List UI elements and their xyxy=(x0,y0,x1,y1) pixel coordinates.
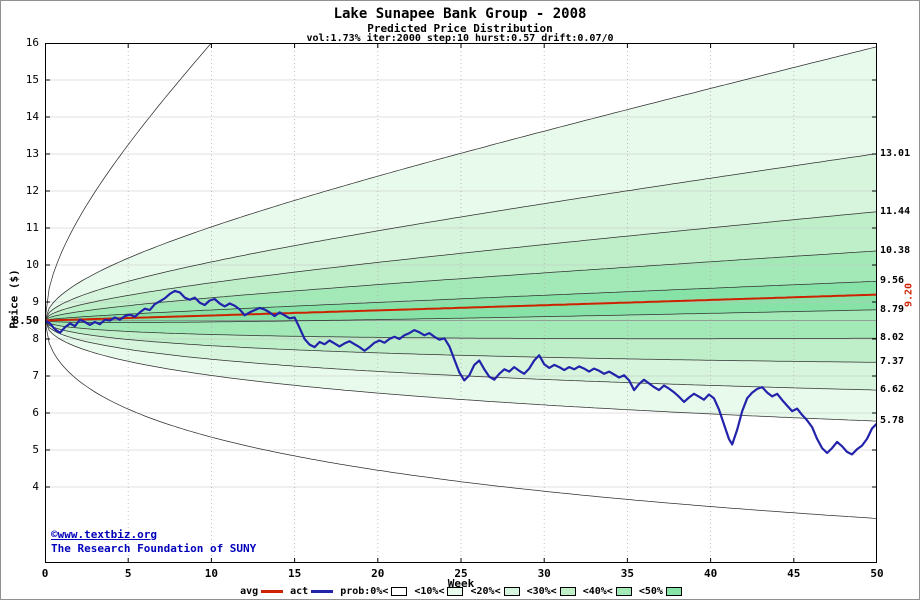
y-tick-label: 4 xyxy=(32,480,39,493)
y-tick-label: 15 xyxy=(25,73,39,86)
y-tick-label: 11 xyxy=(25,221,39,234)
legend-line-swatch xyxy=(261,590,284,593)
band-end-label: 5.78 xyxy=(880,415,905,427)
legend-color-swatch xyxy=(665,587,682,596)
simulation-params: vol:1.73% iter:2000 step:10 hurst:0.57 d… xyxy=(306,33,614,44)
x-tick-label: 10 xyxy=(204,567,219,580)
band-boundary-curve xyxy=(45,320,877,340)
y-tick-label: 13 xyxy=(25,147,39,160)
x-tick-label: 25 xyxy=(454,567,468,580)
credit-block: ©www.textbiz.org The Research Foundation… xyxy=(51,528,256,556)
y-tick-label: 8.50 xyxy=(12,313,40,327)
legend-label: avg xyxy=(240,586,259,597)
x-axis-title: Week xyxy=(447,577,475,590)
x-tick-label: 5 xyxy=(124,567,132,580)
band-boundary-curve xyxy=(45,320,877,363)
band-boundary-curve xyxy=(45,153,877,321)
x-tick-label: 15 xyxy=(287,567,302,580)
band-boundary-curve xyxy=(45,309,877,323)
y-tick-label: 9 xyxy=(32,295,39,308)
y-tick-label: 5 xyxy=(32,443,39,456)
band-end-label: 10.38 xyxy=(880,244,911,256)
band-end-label: 9.56 xyxy=(880,275,905,287)
y-tick-label: 6 xyxy=(32,406,39,419)
band-end-label: 7.37 xyxy=(880,356,905,368)
legend-color-swatch xyxy=(447,587,464,596)
x-tick-label: 30 xyxy=(537,567,551,580)
legend-label: <20%< xyxy=(470,586,501,597)
band-end-label: 11.44 xyxy=(880,205,911,217)
band-boundary-curve xyxy=(45,43,212,321)
band-end-labels: 13.01 11.44 10.38 9.56 8.79 8.02 7.37 6.62 5.78 xyxy=(880,1,919,599)
band-boundary-curve xyxy=(45,320,877,422)
y-axis-tick-labels: 16 15 14 13 12 11 10 9 8.50 8 7 6 5 4 xyxy=(1,1,41,599)
legend: avg act prob:0%< <10%< <20%< <30%< <40%< <50% xyxy=(1,586,919,597)
x-axis-tick-labels: 0 5 10 15 20 25 30 35 40 45 50 xyxy=(1,567,919,580)
y-tick-label: 8 xyxy=(32,332,39,345)
legend-item: <30%< xyxy=(527,586,576,597)
legend-item: <10%< xyxy=(414,586,464,597)
y-tick-label: 14 xyxy=(25,110,39,123)
legend-label: act xyxy=(290,586,309,597)
band-boundary-curve xyxy=(45,211,877,321)
x-tick-label: 40 xyxy=(703,567,718,580)
actual-price-line xyxy=(45,289,877,456)
band-end-label: 8.02 xyxy=(880,332,905,344)
legend-item: avg xyxy=(240,586,284,597)
credit-url-link[interactable]: ©www.textbiz.org xyxy=(51,528,157,541)
y-tick-label: 16 xyxy=(25,36,39,49)
legend-label: <30%< xyxy=(526,586,557,597)
avg-end-label: 9.20 xyxy=(903,282,915,307)
x-tick-label: 45 xyxy=(787,567,801,580)
y-tick-label: 7 xyxy=(32,369,39,382)
x-tick-label: 0 xyxy=(41,567,49,580)
legend-item: prob:0%< xyxy=(340,586,408,597)
legend-color-swatch xyxy=(391,587,408,596)
legend-label: <50% xyxy=(638,586,663,597)
legend-item: <50% xyxy=(639,586,682,597)
legend-item: <40%< xyxy=(583,586,632,597)
x-tick-label: 20 xyxy=(371,567,385,580)
band-end-label: 8.79 xyxy=(880,303,905,315)
legend-label: prob:0%< xyxy=(340,586,389,597)
band-boundary-curve xyxy=(45,46,877,321)
avg-line xyxy=(45,293,877,322)
plot-area: ©www.textbiz.org The Research Foundation… xyxy=(45,43,877,563)
band-end-label: 6.62 xyxy=(880,384,905,396)
legend-line-swatch xyxy=(311,590,334,593)
credit-org: The Research Foundation of SUNY xyxy=(51,542,257,555)
legend-label: <40%< xyxy=(582,586,613,597)
x-tick-label: 50 xyxy=(870,567,884,580)
page-title: Lake Sunapee Bank Group - 2008 xyxy=(333,6,587,22)
legend-item: act xyxy=(290,586,334,597)
plot-border xyxy=(45,43,877,563)
y-tick-label: 12 xyxy=(25,184,39,197)
y-tick-label: 10 xyxy=(25,258,39,271)
legend-label: <10%< xyxy=(414,586,445,597)
legend-item: <20%< xyxy=(470,586,520,597)
band-boundary-curve xyxy=(45,280,877,321)
legend-color-swatch xyxy=(503,587,520,596)
band-boundary-curve xyxy=(45,250,877,321)
legend-color-swatch xyxy=(559,587,576,596)
band-end-label: 13.01 xyxy=(880,147,911,159)
legend-color-swatch xyxy=(615,587,632,596)
band-boundary-curve xyxy=(45,320,877,519)
fan-chart-canvas xyxy=(45,43,877,563)
chart-subtitle: Predicted Price Distribution xyxy=(367,22,553,35)
x-tick-label: 35 xyxy=(620,567,635,580)
